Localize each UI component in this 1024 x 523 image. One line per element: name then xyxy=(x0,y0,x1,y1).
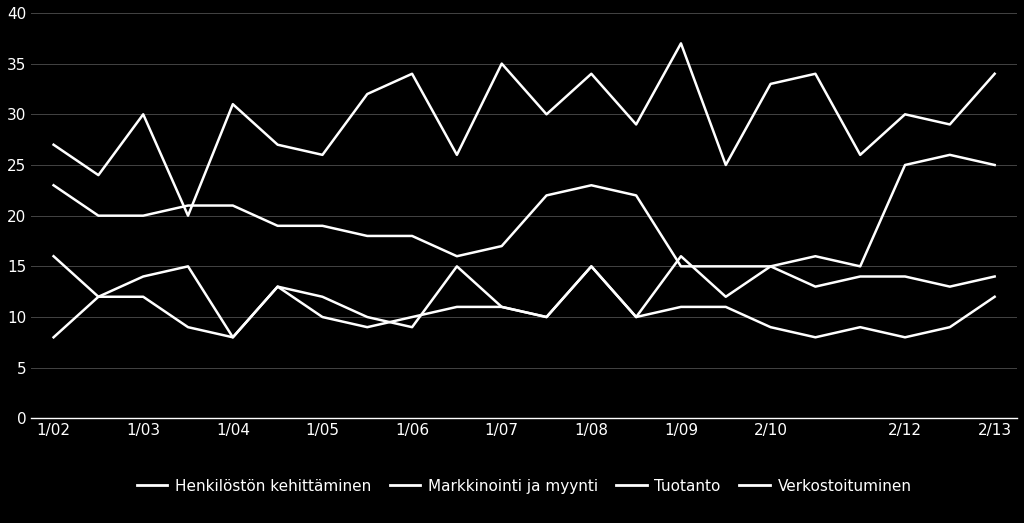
Verkostoituminen xyxy=(316,314,329,320)
Verkostoituminen xyxy=(630,314,642,320)
Markkinointi ja myynti xyxy=(361,233,374,239)
Verkostoituminen xyxy=(899,334,911,340)
Markkinointi ja myynti xyxy=(541,192,553,199)
Tuotanto xyxy=(809,283,821,290)
Henkilöstön kehittäminen xyxy=(944,121,956,128)
Markkinointi ja myynti xyxy=(765,263,777,269)
Henkilöstön kehittäminen xyxy=(541,111,553,118)
Line: Tuotanto: Tuotanto xyxy=(53,256,994,337)
Tuotanto xyxy=(361,314,374,320)
Markkinointi ja myynti xyxy=(451,253,463,259)
Verkostoituminen xyxy=(765,324,777,331)
Markkinointi ja myynti xyxy=(182,202,195,209)
Tuotanto xyxy=(316,293,329,300)
Henkilöstön kehittäminen xyxy=(271,142,284,148)
Verkostoituminen xyxy=(226,334,239,340)
Tuotanto xyxy=(765,263,777,269)
Henkilöstön kehittäminen xyxy=(137,111,150,118)
Henkilöstön kehittäminen xyxy=(585,71,597,77)
Verkostoituminen xyxy=(361,324,374,331)
Verkostoituminen xyxy=(451,304,463,310)
Verkostoituminen xyxy=(585,263,597,269)
Markkinointi ja myynti xyxy=(809,253,821,259)
Markkinointi ja myynti xyxy=(854,263,866,269)
Tuotanto xyxy=(854,274,866,280)
Henkilöstön kehittäminen xyxy=(809,71,821,77)
Henkilöstön kehittäminen xyxy=(854,152,866,158)
Markkinointi ja myynti xyxy=(630,192,642,199)
Henkilöstön kehittäminen xyxy=(899,111,911,118)
Line: Henkilöstön kehittäminen: Henkilöstön kehittäminen xyxy=(53,43,994,215)
Verkostoituminen xyxy=(988,293,1000,300)
Markkinointi ja myynti xyxy=(92,212,104,219)
Verkostoituminen xyxy=(137,293,150,300)
Markkinointi ja myynti xyxy=(47,182,59,188)
Verkostoituminen xyxy=(944,324,956,331)
Markkinointi ja myynti xyxy=(720,263,732,269)
Verkostoituminen xyxy=(92,293,104,300)
Henkilöstön kehittäminen xyxy=(765,81,777,87)
Tuotanto xyxy=(137,274,150,280)
Verkostoituminen xyxy=(271,283,284,290)
Line: Markkinointi ja myynti: Markkinointi ja myynti xyxy=(53,155,994,266)
Verkostoituminen xyxy=(854,324,866,331)
Tuotanto xyxy=(182,263,195,269)
Henkilöstön kehittäminen xyxy=(720,162,732,168)
Legend: Henkilöstön kehittäminen, Markkinointi ja myynti, Tuotanto, Verkostoituminen: Henkilöstön kehittäminen, Markkinointi j… xyxy=(131,473,918,500)
Verkostoituminen xyxy=(675,304,687,310)
Tuotanto xyxy=(92,293,104,300)
Tuotanto xyxy=(541,314,553,320)
Henkilöstön kehittäminen xyxy=(406,71,418,77)
Tuotanto xyxy=(406,324,418,331)
Henkilöstön kehittäminen xyxy=(182,212,195,219)
Markkinointi ja myynti xyxy=(988,162,1000,168)
Markkinointi ja myynti xyxy=(675,263,687,269)
Tuotanto xyxy=(630,314,642,320)
Tuotanto xyxy=(899,274,911,280)
Tuotanto xyxy=(585,263,597,269)
Tuotanto xyxy=(271,283,284,290)
Markkinointi ja myynti xyxy=(406,233,418,239)
Verkostoituminen xyxy=(809,334,821,340)
Henkilöstön kehittäminen xyxy=(675,40,687,47)
Tuotanto xyxy=(944,283,956,290)
Tuotanto xyxy=(226,334,239,340)
Henkilöstön kehittäminen xyxy=(988,71,1000,77)
Henkilöstön kehittäminen xyxy=(451,152,463,158)
Henkilöstön kehittäminen xyxy=(496,61,508,67)
Tuotanto xyxy=(451,263,463,269)
Markkinointi ja myynti xyxy=(271,223,284,229)
Tuotanto xyxy=(675,253,687,259)
Henkilöstön kehittäminen xyxy=(361,91,374,97)
Henkilöstön kehittäminen xyxy=(316,152,329,158)
Verkostoituminen xyxy=(182,324,195,331)
Markkinointi ja myynti xyxy=(137,212,150,219)
Line: Verkostoituminen: Verkostoituminen xyxy=(53,266,994,337)
Verkostoituminen xyxy=(406,314,418,320)
Markkinointi ja myynti xyxy=(899,162,911,168)
Henkilöstön kehittäminen xyxy=(47,142,59,148)
Markkinointi ja myynti xyxy=(585,182,597,188)
Verkostoituminen xyxy=(496,304,508,310)
Verkostoituminen xyxy=(541,314,553,320)
Markkinointi ja myynti xyxy=(226,202,239,209)
Verkostoituminen xyxy=(47,334,59,340)
Markkinointi ja myynti xyxy=(944,152,956,158)
Tuotanto xyxy=(720,293,732,300)
Tuotanto xyxy=(47,253,59,259)
Henkilöstön kehittäminen xyxy=(92,172,104,178)
Henkilöstön kehittäminen xyxy=(226,101,239,107)
Tuotanto xyxy=(496,304,508,310)
Markkinointi ja myynti xyxy=(316,223,329,229)
Henkilöstön kehittäminen xyxy=(630,121,642,128)
Markkinointi ja myynti xyxy=(496,243,508,249)
Verkostoituminen xyxy=(720,304,732,310)
Tuotanto xyxy=(988,274,1000,280)
